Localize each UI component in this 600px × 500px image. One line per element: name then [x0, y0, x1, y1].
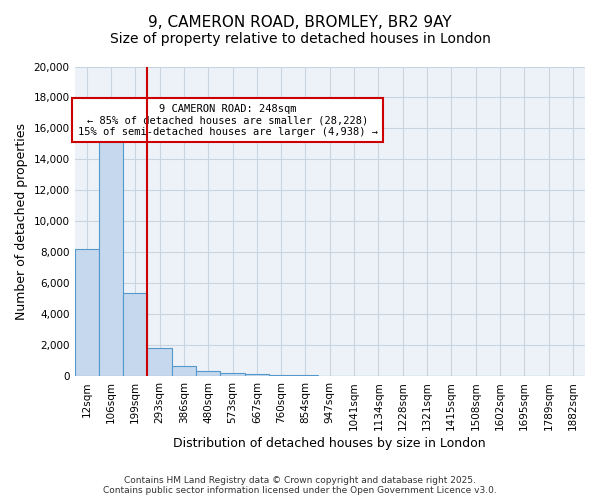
Text: 9 CAMERON ROAD: 248sqm
← 85% of detached houses are smaller (28,228)
15% of semi: 9 CAMERON ROAD: 248sqm ← 85% of detached…	[77, 104, 377, 137]
Bar	[99, 119, 123, 376]
Bar	[293, 375, 317, 376]
Bar	[148, 348, 172, 376]
X-axis label: Distribution of detached houses by size in London: Distribution of detached houses by size …	[173, 437, 486, 450]
Bar	[123, 293, 148, 376]
Text: 9, CAMERON ROAD, BROMLEY, BR2 9AY: 9, CAMERON ROAD, BROMLEY, BR2 9AY	[148, 15, 452, 30]
Bar	[196, 372, 220, 376]
Bar	[245, 374, 269, 376]
Bar	[74, 250, 99, 376]
Y-axis label: Number of detached properties: Number of detached properties	[15, 123, 28, 320]
Bar	[172, 366, 196, 376]
Bar	[220, 373, 245, 376]
Text: Contains HM Land Registry data © Crown copyright and database right 2025.
Contai: Contains HM Land Registry data © Crown c…	[103, 476, 497, 495]
Text: Size of property relative to detached houses in London: Size of property relative to detached ho…	[110, 32, 490, 46]
Bar	[269, 374, 293, 376]
